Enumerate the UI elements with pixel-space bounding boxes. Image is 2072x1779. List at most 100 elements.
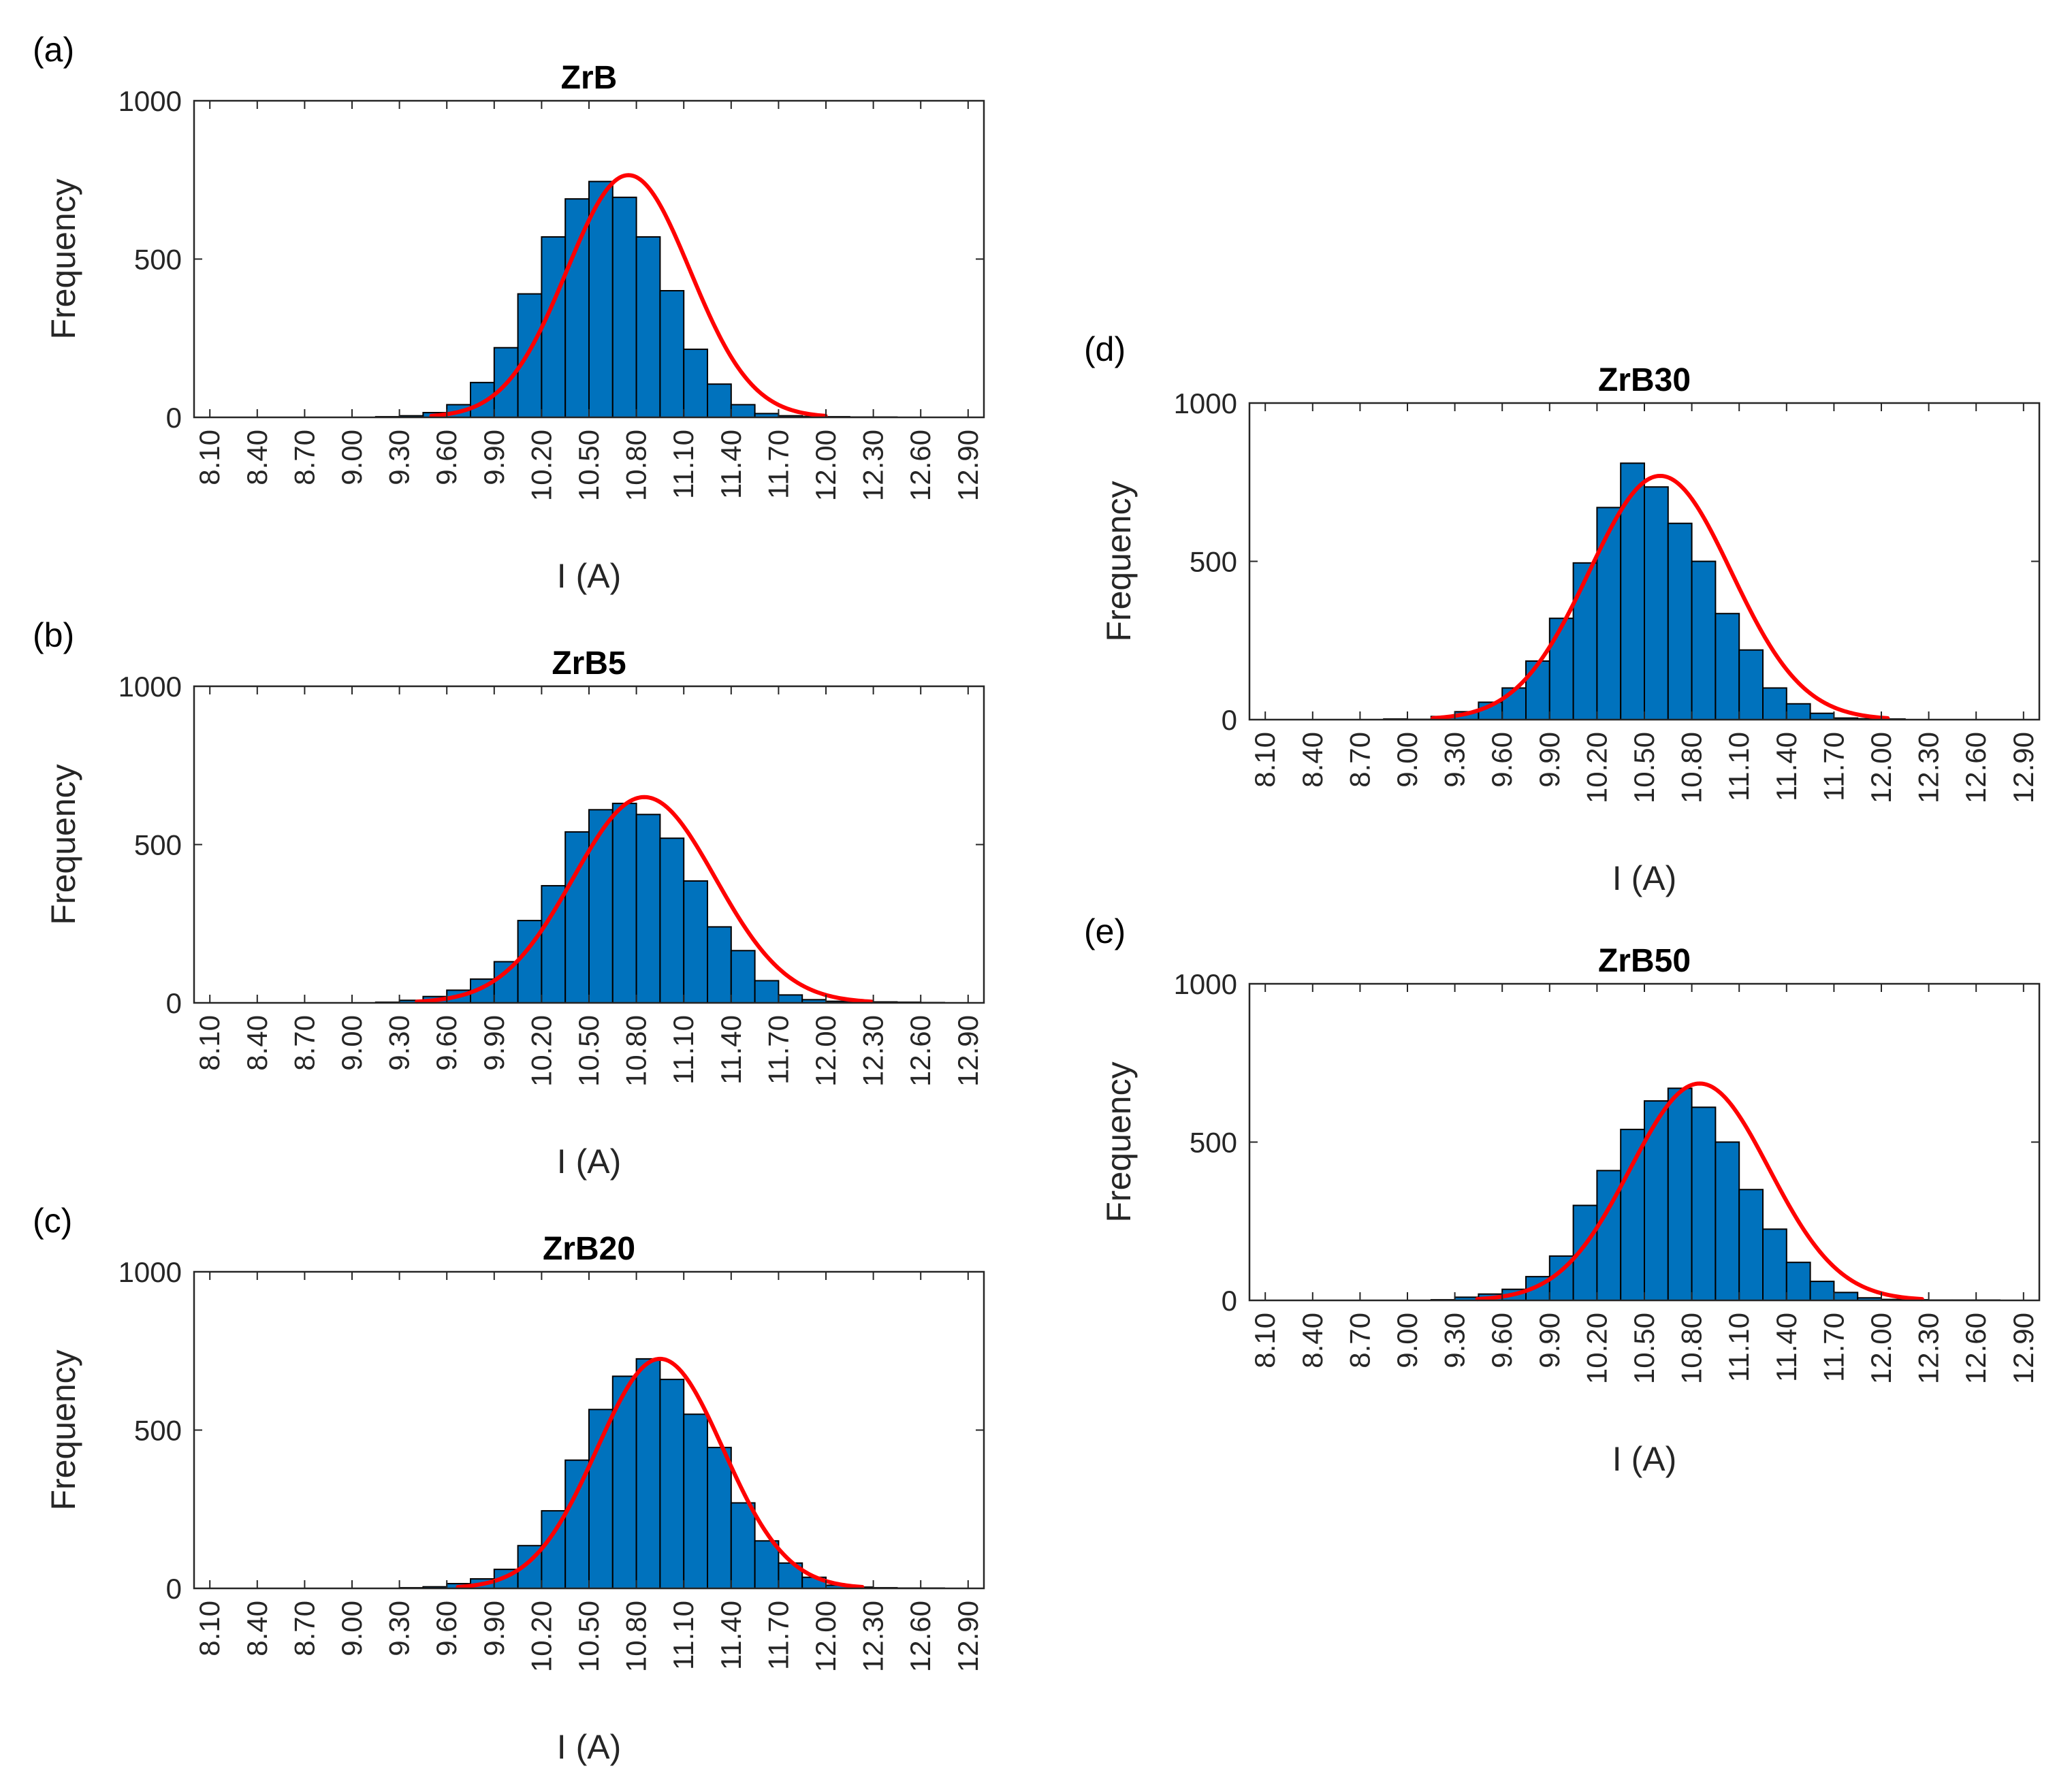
y-tick-label: 500 (134, 829, 182, 861)
x-tick-label: 12.60 (904, 1015, 936, 1087)
x-tick-label: 12.00 (810, 430, 842, 501)
x-tick-label: 8.70 (288, 1601, 320, 1656)
y-tick-label: 500 (1190, 1127, 1237, 1159)
histogram-bar (1667, 1087, 1693, 1301)
fit-curve (1431, 473, 1890, 720)
fit-curve (429, 173, 828, 418)
x-tick-label: 8.10 (1249, 732, 1281, 788)
histogram-bar (1738, 1189, 1764, 1301)
histogram-bar (1691, 560, 1717, 720)
chart-panel-1: (a) ZrB 8.10 8.40 8.70 9.00 9.30 9.60 9.90 10.20 1… (33, 31, 985, 595)
x-tick-label: 12.30 (857, 430, 889, 501)
histogram-bar (1833, 1292, 1859, 1301)
histogram-bar (730, 404, 756, 419)
panel-letter: (a) (33, 31, 74, 69)
y-tick-label: 1000 (1174, 968, 1237, 1000)
chart-title: ZrB20 (543, 1231, 635, 1267)
chart-panel-2: (b) ZrB5 8.10 8.40 8.70 9.00 9.30 9.60 9.90 10.20… (33, 616, 985, 1181)
x-tick-label: 12.00 (1865, 732, 1897, 803)
histogram-bar (588, 809, 613, 1004)
x-tick-label: 10.80 (620, 430, 652, 501)
x-tick-label: 10.50 (573, 430, 605, 501)
x-tick-label: 9.30 (383, 430, 415, 485)
x-tick-label: 10.80 (1676, 1313, 1708, 1384)
chart-panel-4: (d) ZrB30 8.10 8.40 8.70 9.00 9.30 9.60 9.90 10.2… (1084, 330, 2041, 897)
x-tick-label: 10.20 (525, 1015, 557, 1087)
chart-panel-5: (e) ZrB50 8.10 8.40 8.70 9.00 9.30 9.60 9.90 10.2… (1084, 912, 2041, 1478)
histogram-bar (707, 1447, 732, 1589)
x-tick-label: 8.40 (241, 430, 273, 485)
x-tick-label: 11.70 (1817, 1313, 1849, 1382)
histogram-bar (1762, 1228, 1787, 1301)
y-tick-label: 1000 (118, 1256, 182, 1288)
x-tick-label: 9.60 (430, 1601, 462, 1656)
x-tick-label: 11.70 (762, 1015, 794, 1085)
histogram-bar (1596, 507, 1622, 720)
x-tick-label: 11.10 (667, 1015, 699, 1085)
histogram-bar (659, 1379, 685, 1589)
histogram-bar (1762, 687, 1787, 720)
histogram-bar (493, 961, 519, 1004)
y-tick-label: 1000 (118, 85, 182, 117)
histogram-bar (1644, 486, 1669, 720)
histogram-bar (611, 803, 637, 1004)
x-tick-label: 11.40 (1770, 1313, 1802, 1382)
x-tick-label: 9.90 (478, 1601, 510, 1656)
x-tick-label: 8.40 (1296, 732, 1328, 788)
histogram-bar (730, 950, 756, 1004)
x-tick-label: 12.90 (2007, 732, 2039, 803)
x-tick-label: 10.20 (1580, 1313, 1612, 1384)
x-tick-label: 11.10 (1723, 1313, 1755, 1382)
x-tick-label: 10.50 (573, 1601, 605, 1672)
x-tick-label: 9.60 (430, 430, 462, 485)
x-tick-label: 10.20 (525, 1601, 557, 1672)
x-tick-label: 8.10 (193, 1601, 225, 1656)
x-tick-label: 8.70 (1343, 1313, 1375, 1368)
y-tick-label: 1000 (118, 671, 182, 703)
x-tick-label: 9.30 (383, 1601, 415, 1656)
x-tick-label: 11.40 (715, 1601, 747, 1670)
x-tick-label: 10.50 (573, 1015, 605, 1087)
fit-curve (456, 1356, 865, 1589)
histogram-bar (635, 814, 661, 1004)
x-tick-label: 12.00 (810, 1601, 842, 1672)
x-tick-label: 9.90 (478, 430, 510, 485)
x-tick-label: 11.40 (715, 1015, 747, 1085)
histogram-bar (683, 880, 709, 1004)
x-tick-label: 12.30 (857, 1015, 889, 1087)
x-tick-label: 8.10 (1249, 1313, 1281, 1368)
y-tick-label: 500 (134, 244, 182, 276)
x-tick-label: 9.00 (336, 430, 368, 485)
x-tick-label: 8.70 (288, 430, 320, 485)
x-tick-label: 12.90 (952, 1015, 984, 1087)
histogram-bar (635, 236, 661, 418)
x-tick-label: 8.70 (288, 1015, 320, 1071)
x-axis-label: I (A) (1612, 1440, 1676, 1478)
x-tick-label: 10.50 (1628, 732, 1660, 803)
histogram-bar (1667, 522, 1693, 720)
y-tick-label: 0 (166, 402, 182, 434)
y-tick-label: 0 (1222, 1285, 1237, 1317)
histogram-bar (683, 349, 709, 419)
y-axis-label: Frequency (44, 764, 82, 925)
x-tick-label: 12.00 (810, 1015, 842, 1087)
x-tick-label: 9.00 (336, 1015, 368, 1071)
x-tick-label: 11.10 (1723, 732, 1755, 801)
x-tick-label: 12.60 (1960, 732, 1992, 803)
histogram-bar (778, 994, 803, 1004)
y-tick-label: 0 (166, 1573, 182, 1605)
x-tick-label: 12.90 (952, 1601, 984, 1672)
histogram-bar (1572, 562, 1598, 721)
histogram-bar (1809, 712, 1835, 720)
histogram-bar (1620, 1128, 1645, 1302)
x-tick-label: 12.60 (904, 1601, 936, 1672)
chart-title: ZrB50 (1598, 943, 1691, 979)
x-tick-label: 8.10 (193, 430, 225, 485)
histogram-bar (659, 837, 685, 1004)
x-tick-label: 11.10 (667, 430, 699, 499)
x-tick-label: 11.70 (762, 430, 794, 499)
histogram-bar (541, 236, 567, 418)
x-tick-label: 9.90 (1533, 1313, 1565, 1368)
panel-letter: (c) (33, 1202, 72, 1240)
